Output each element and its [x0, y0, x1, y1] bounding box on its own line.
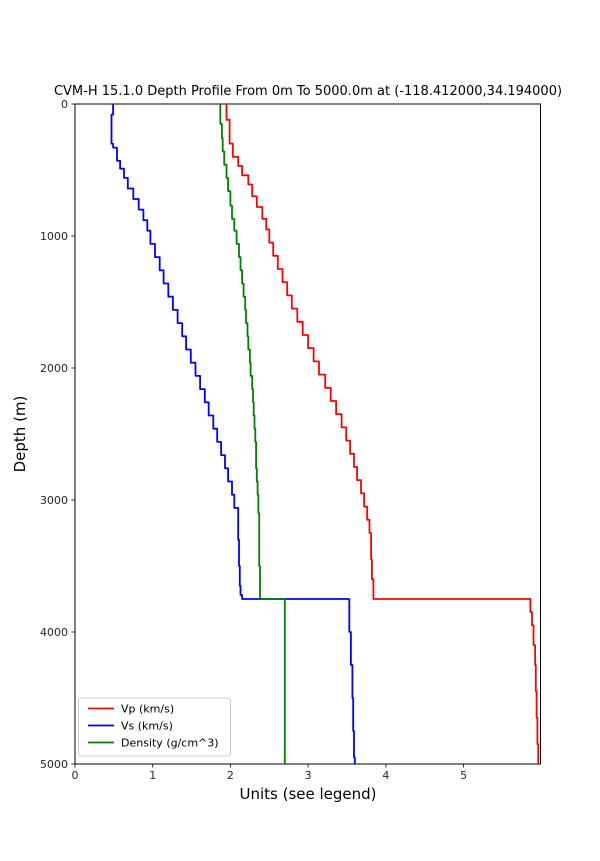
y-tick-label: 0	[61, 98, 68, 111]
axis-ticks: 0 1 2 3 4 5 0 1000 2000 3000 4000 5000	[40, 98, 467, 782]
chart-title: CVM-H 15.1.0 Depth Profile From 0m To 50…	[54, 84, 562, 99]
density-line	[219, 104, 286, 764]
x-tick-label: 0	[72, 769, 79, 782]
y-tick-label: 4000	[40, 626, 68, 639]
y-tick-label: 3000	[40, 494, 68, 507]
series-lines	[110, 104, 540, 764]
x-tick-label: 4	[382, 769, 389, 782]
legend: Vp (km/s) Vs (km/s) Density (g/cm^3)	[78, 697, 231, 757]
legend-label-density: Density (g/cm^3)	[121, 737, 219, 750]
x-axis-label: Units (see legend)	[239, 785, 376, 803]
legend-entries: Vp (km/s) Vs (km/s) Density (g/cm^3)	[88, 703, 219, 750]
x-tick-label: 1	[149, 769, 156, 782]
legend-label-vp: Vp (km/s)	[121, 703, 174, 716]
plot-area	[74, 103, 541, 765]
y-axis-label: Depth (m)	[11, 396, 29, 473]
x-tick-label: 2	[227, 769, 234, 782]
y-tick-label: 1000	[40, 230, 68, 243]
y-tick-label: 5000	[40, 758, 68, 771]
y-tick-label: 2000	[40, 362, 68, 375]
legend-label-vs: Vs (km/s)	[121, 720, 173, 733]
legend-box	[78, 697, 231, 757]
vp-line	[225, 104, 540, 764]
x-tick-label: 3	[305, 769, 312, 782]
vs-line	[110, 104, 356, 764]
x-tick-label: 5	[460, 769, 467, 782]
